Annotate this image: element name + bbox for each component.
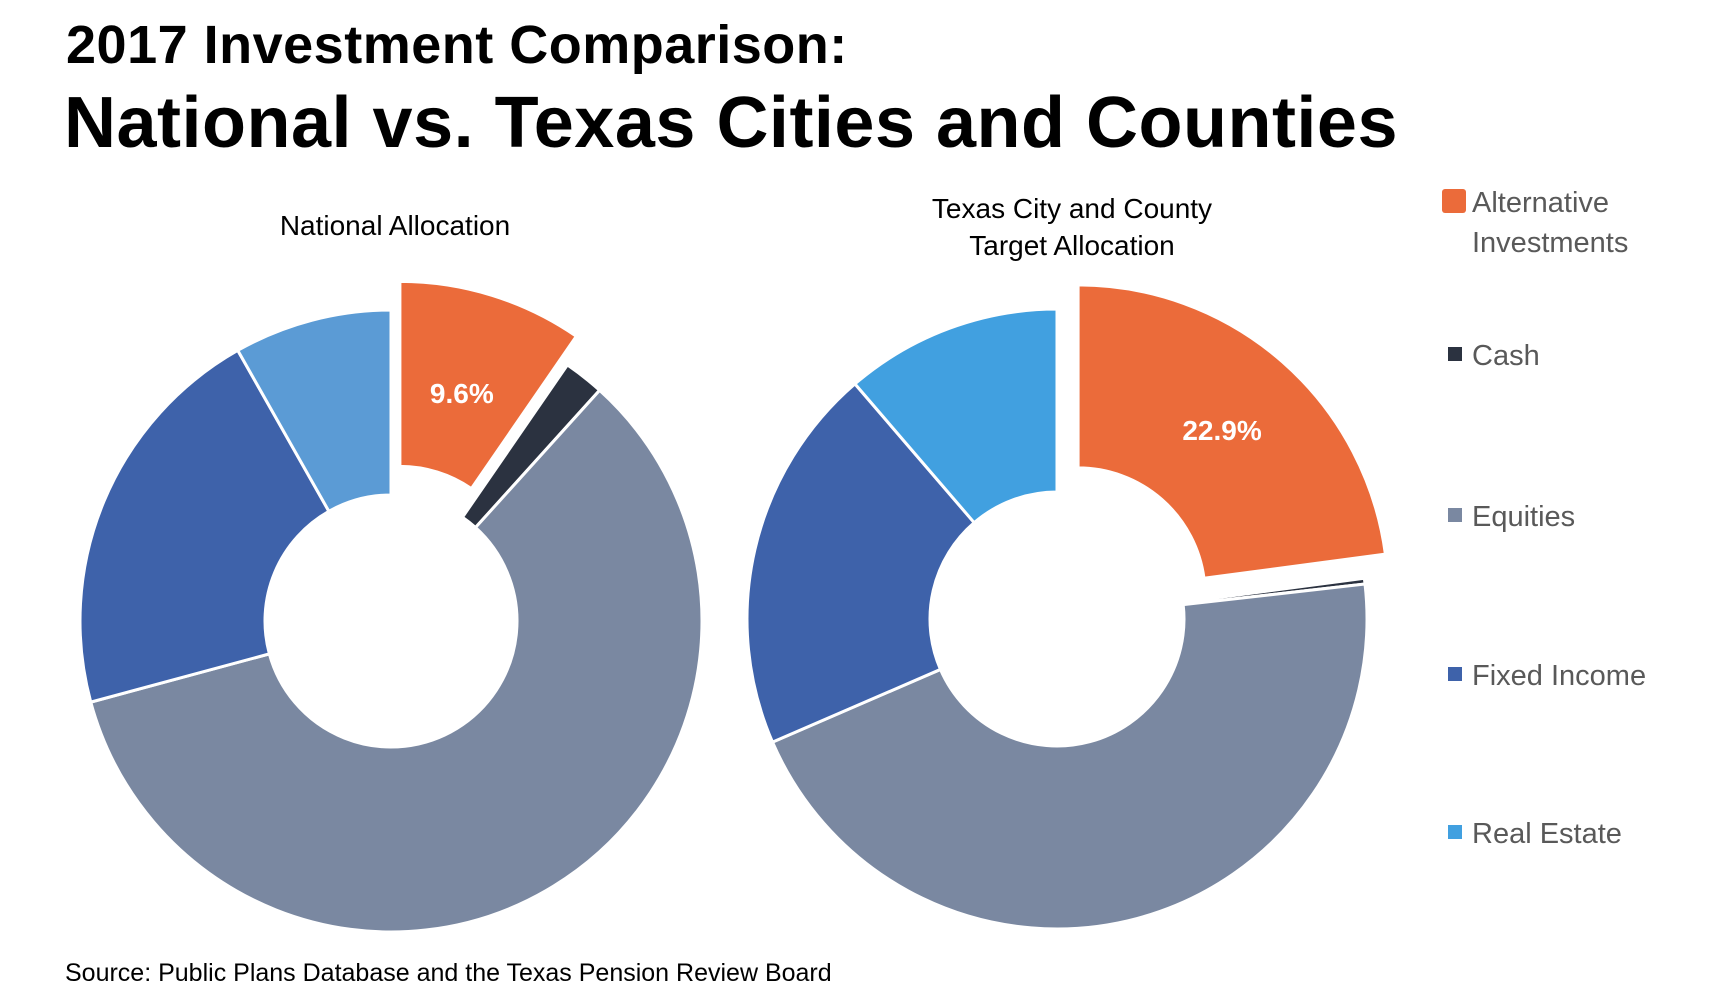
legend-marker-equities: [1448, 508, 1462, 522]
legend-item-alternative-investments[interactable]: Alternative Investments: [1442, 183, 1652, 263]
national-donut: 9.6%: [78, 279, 704, 934]
chart-title-line2: National vs. Texas Cities and Counties: [64, 83, 1399, 163]
slice-real-estate[interactable]: [236, 308, 393, 513]
legend-label: Real Estate: [1472, 818, 1622, 850]
slice-alternative-investments[interactable]: [398, 279, 578, 491]
legend-item-cash[interactable]: Cash: [1442, 336, 1702, 376]
slice-real-estate[interactable]: [853, 307, 1059, 525]
slice-alternative-investments[interactable]: [1076, 283, 1387, 580]
legend-marker-real-estate: [1448, 825, 1462, 839]
donut-charts: 9.6% 22.9%: [78, 279, 1387, 934]
source-note: Source: Public Plans Database and the Te…: [65, 959, 832, 987]
legend-label: Cash: [1472, 340, 1540, 372]
legend-marker-cash: [1448, 347, 1462, 361]
slice-equities[interactable]: [89, 388, 704, 934]
slice-fixed-income[interactable]: [78, 348, 331, 704]
texas-donut: 22.9%: [745, 283, 1387, 931]
chart-title-line1: 2017 Investment Comparison:: [66, 15, 848, 75]
texas-pie-title-line1: Texas City and County: [931, 193, 1213, 224]
legend-label: Alternative Investments: [1472, 187, 1629, 259]
slice-fixed-income[interactable]: [745, 382, 976, 744]
texas-pie-title: Texas City and County Target Allocation: [902, 190, 1242, 264]
legend-item-fixed-income[interactable]: Fixed Income: [1442, 656, 1702, 696]
legend-marker-alternative-investments: [1442, 189, 1466, 213]
data-label-alternative-investments: 9.6%: [430, 378, 494, 409]
national-pie-title: National Allocation: [279, 210, 511, 241]
legend-label: Fixed Income: [1472, 660, 1647, 692]
legend-label: Equities: [1472, 501, 1576, 533]
legend-marker-fixed-income: [1448, 667, 1462, 681]
legend-item-real-estate[interactable]: Real Estate: [1442, 814, 1702, 854]
slice-equities[interactable]: [770, 582, 1369, 931]
texas-pie-title-line2: Target Allocation: [969, 230, 1175, 261]
data-label-alternative-investments: 22.9%: [1182, 415, 1261, 446]
legend-item-equities[interactable]: Equities: [1442, 497, 1702, 537]
